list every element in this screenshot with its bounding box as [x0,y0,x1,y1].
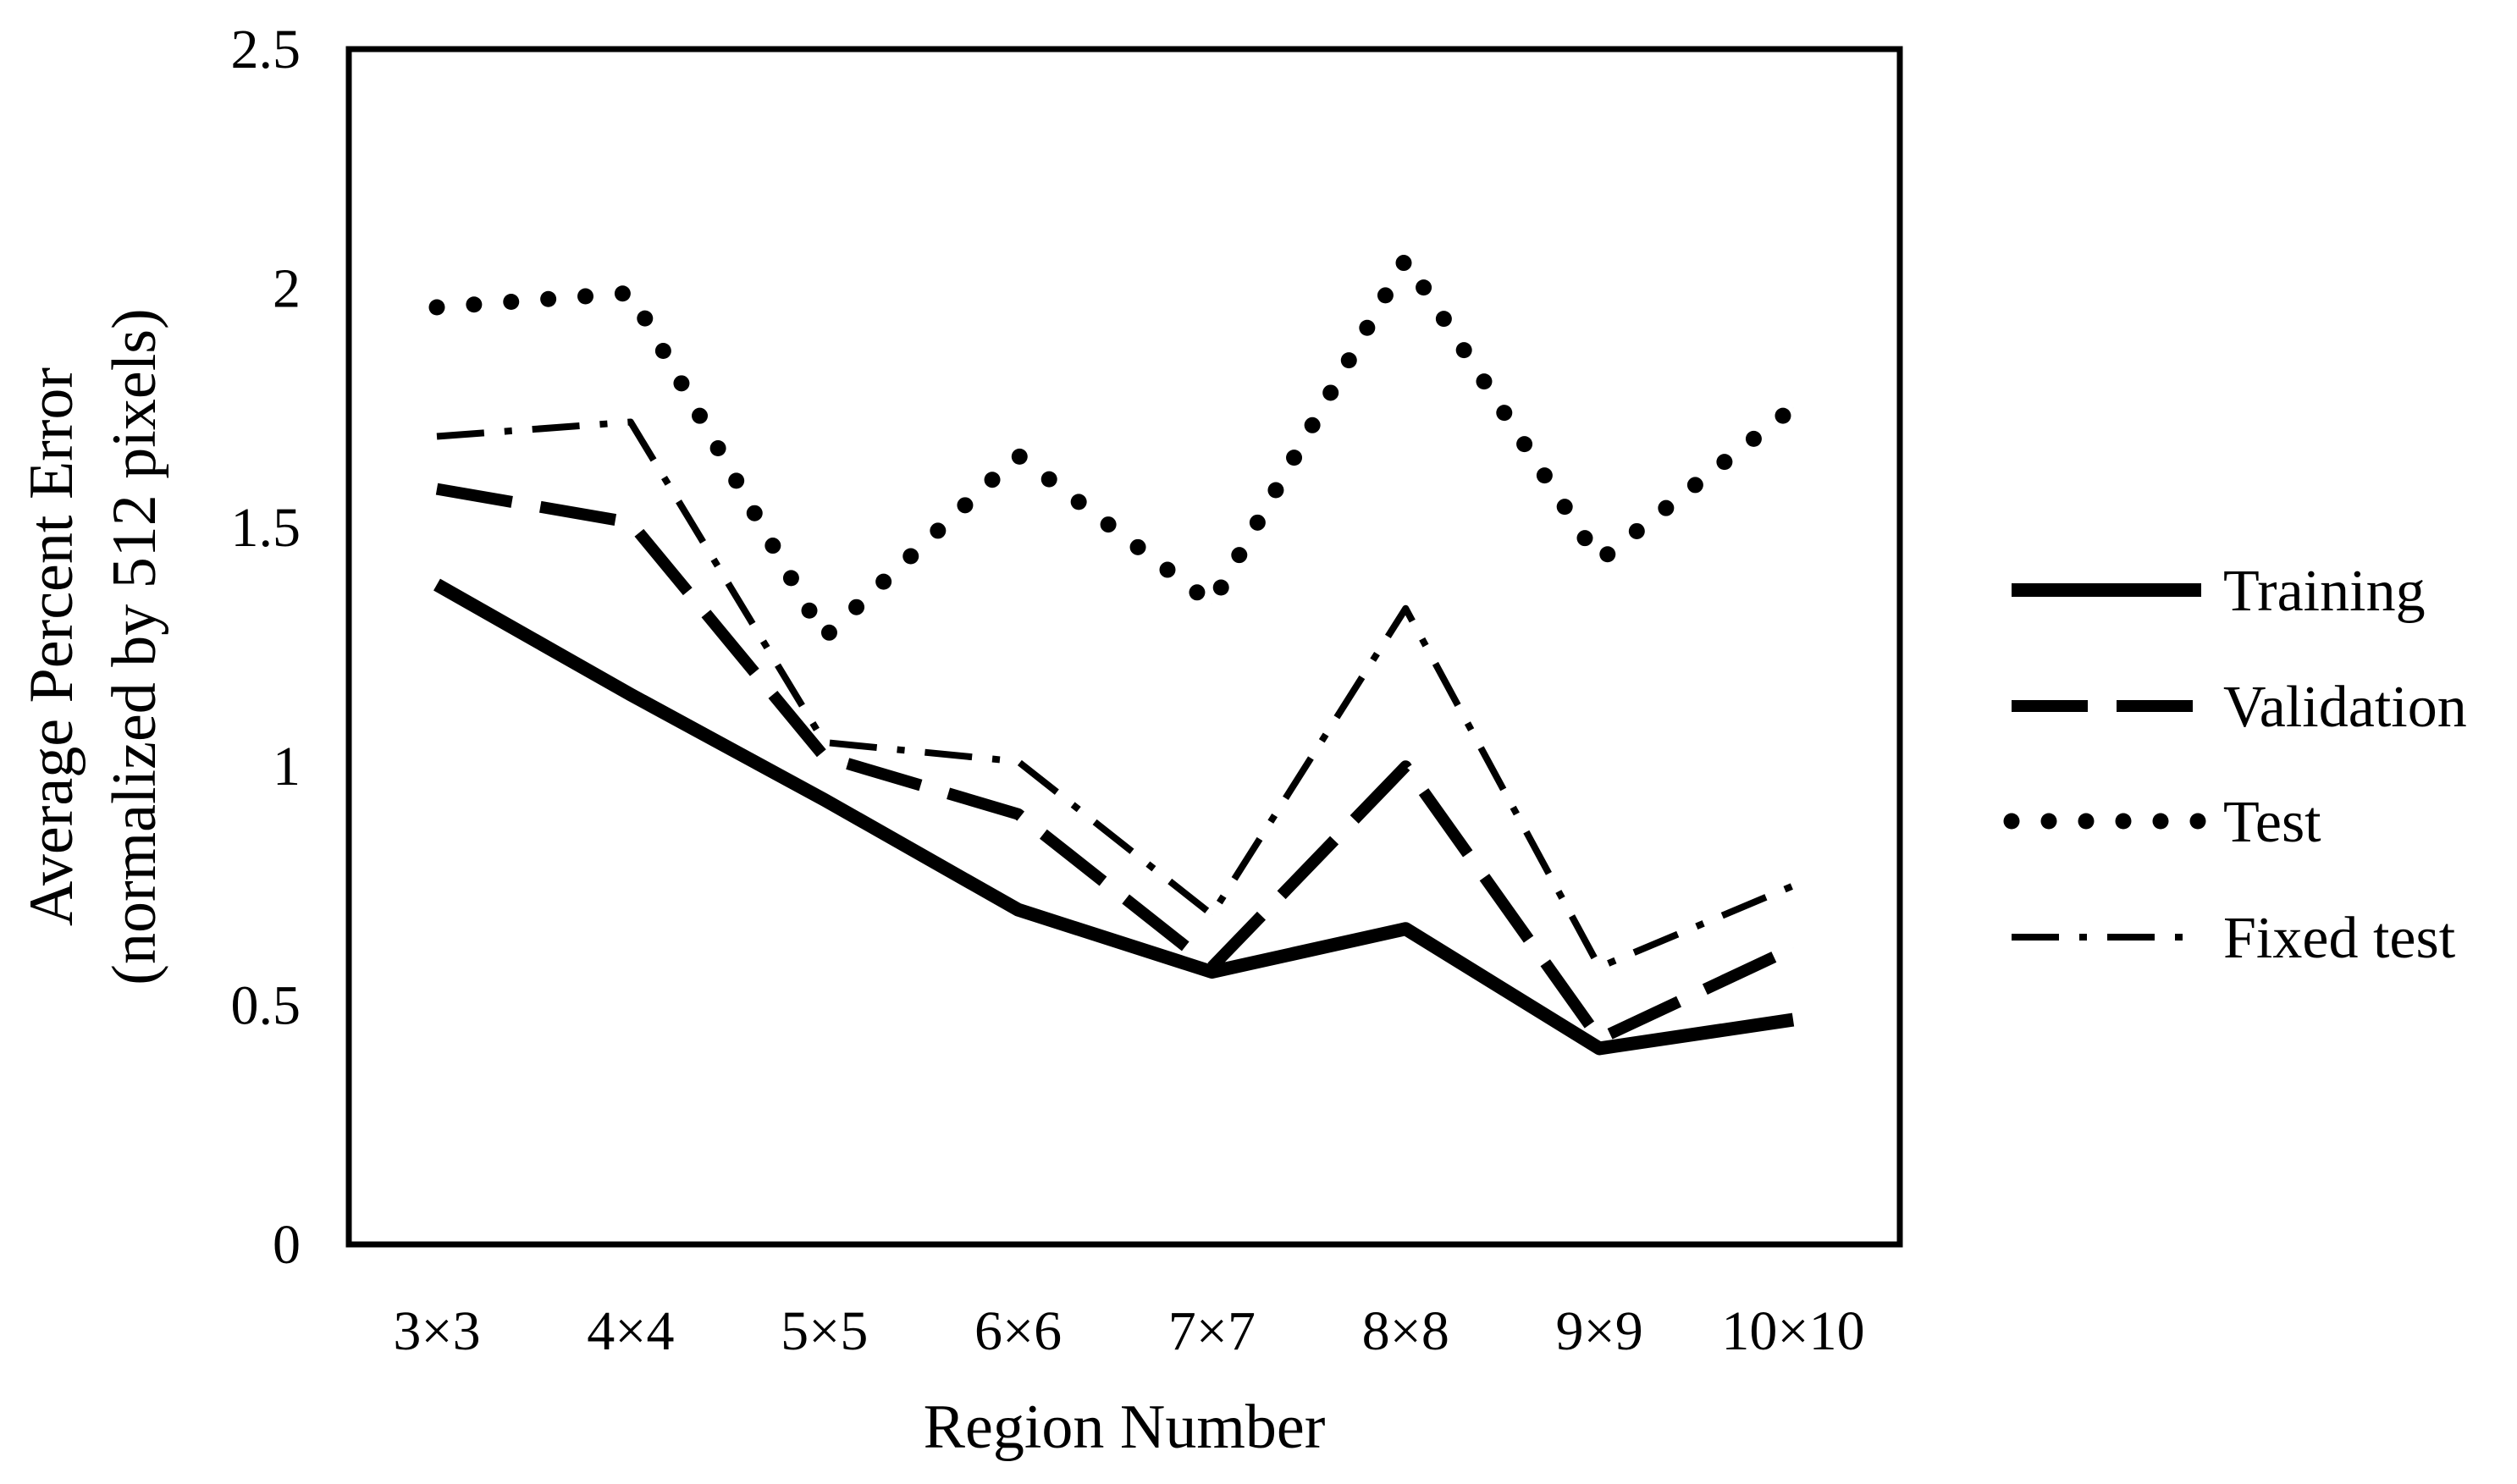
data-point [1598,560,1600,561]
data-point [630,422,632,423]
data-point [1792,947,1794,949]
series-line-validation [435,483,1796,1045]
data-point [1792,1019,1794,1021]
data-point [1405,608,1406,610]
x-axis-ticks: 3×3 4×4 5×5 6×6 7×7 8×8 9×9 10×10 [393,1300,1864,1362]
x-tick-label: 4×4 [587,1300,674,1362]
data-point [1018,814,1019,815]
data-point [1792,885,1794,886]
x-tick-label: 3×3 [393,1300,480,1362]
x-tick-label: 9×9 [1556,1300,1643,1362]
y-axis-ticks: 0 0.5 1 1.5 2 2.5 [231,19,301,1276]
x-tick-label: 6×6 [974,1300,1062,1362]
data-point [630,521,632,523]
x-tick-label: 10×10 [1721,1300,1864,1362]
data-point [824,742,825,743]
data-point [1211,913,1212,915]
plot-area-frame [345,46,1903,1248]
data-point [1211,966,1212,968]
y-tick-label: 0 [273,1214,301,1276]
data-point [1018,761,1019,763]
data-point [436,435,438,437]
x-tick-label: 7×7 [1168,1300,1256,1362]
data-point [824,799,825,801]
series-layer [428,251,1802,1056]
series-line-test [428,251,1802,646]
data-point [630,292,632,294]
legend-label: Training [2223,559,2426,624]
series-line-fixed-test [436,418,1795,971]
legend-label: Test [2223,790,2321,855]
legend: Training Validation Test Fixed test [2003,559,2467,971]
data-point [1598,1038,1600,1040]
data-point [1598,966,1600,968]
y-axis-title-line-2: (normalized by 512 pixels) [100,308,169,985]
data-point [1018,455,1019,456]
data-point [1598,1047,1600,1049]
y-tick-label: 1 [273,736,301,797]
y-tick-label: 1.5 [231,497,301,559]
data-point [1405,928,1406,930]
data-point [1405,765,1406,767]
data-point [824,637,825,638]
x-tick-label: 8×8 [1362,1300,1449,1362]
data-point [1792,407,1794,409]
y-axis-title-line-1: Average Percent Error [17,367,86,926]
data-point [436,584,438,586]
y-tick-label: 0.5 [231,975,301,1037]
series-line-training [433,578,1795,1056]
legend-label: Validation [2223,675,2467,740]
y-tick-label: 2 [273,257,301,319]
data-point [824,756,825,758]
x-tick-label: 5×5 [781,1300,868,1362]
y-axis-title: Average Percent Error (normalized by 512… [17,308,169,985]
data-point [630,693,632,695]
data-point [1211,603,1212,604]
data-point [436,488,438,490]
legend-label: Fixed test [2223,906,2456,971]
x-axis-title: Region Number [924,1393,1326,1462]
data-point [1018,909,1019,911]
data-point [1405,259,1406,261]
data-point [436,306,438,308]
y-tick-label: 2.5 [231,19,301,80]
